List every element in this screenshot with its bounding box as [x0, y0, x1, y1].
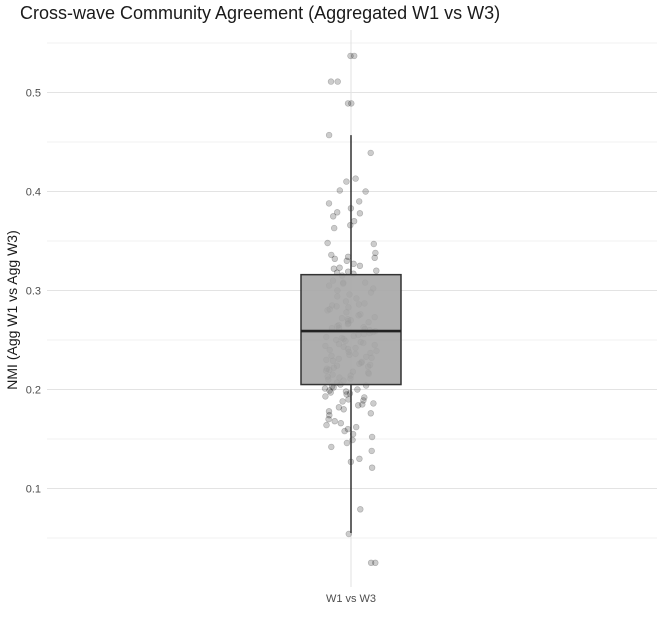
data-point: [330, 213, 337, 220]
y-tick-label: 0.4: [26, 187, 41, 199]
data-point: [325, 416, 332, 423]
y-tick-label: 0.2: [26, 385, 41, 397]
chart-title: Cross-wave Community Agreement (Aggregat…: [20, 3, 501, 23]
data-point: [336, 264, 343, 271]
data-point: [347, 52, 354, 60]
data-point: [335, 404, 343, 411]
data-point: [340, 406, 347, 413]
data-point: [368, 433, 376, 441]
data-point: [368, 447, 375, 455]
data-point: [357, 506, 364, 513]
y-axis-label: NMI (Agg W1 vs Agg W3): [4, 230, 20, 389]
y-axis-ticks: 0.1 0.2 0.3 0.4 0.5: [26, 88, 41, 496]
data-point: [323, 421, 330, 429]
data-point: [330, 265, 338, 272]
y-tick-label: 0.1: [26, 484, 41, 496]
data-point: [370, 400, 377, 407]
data-point: [334, 209, 341, 216]
data-point: [328, 251, 335, 259]
data-point: [360, 397, 367, 404]
data-point: [336, 187, 343, 194]
y-tick-label: 0.3: [26, 286, 41, 298]
data-point: [331, 224, 338, 232]
data-point: [337, 420, 344, 427]
data-point: [343, 439, 351, 447]
x-tick-label: W1 vs W3: [326, 593, 376, 605]
data-point: [331, 255, 338, 262]
data-point: [342, 388, 350, 395]
data-point: [356, 262, 364, 269]
box-element: [300, 135, 402, 534]
data-point: [354, 386, 361, 393]
data-point: [370, 240, 377, 248]
data-point: [367, 410, 374, 417]
data-point: [367, 149, 374, 157]
data-point: [361, 394, 368, 401]
data-point: [367, 559, 375, 566]
data-point: [325, 408, 333, 415]
data-point: [368, 464, 376, 471]
interquartile-box: [300, 273, 402, 386]
data-point: [343, 391, 350, 398]
data-point: [325, 131, 333, 139]
data-point: [373, 267, 380, 274]
data-point: [327, 389, 334, 396]
data-point: [326, 387, 333, 394]
data-point: [351, 52, 358, 60]
data-point: [344, 100, 352, 107]
data-point: [325, 200, 333, 207]
data-point: [331, 418, 338, 425]
y-tick-label: 0.5: [26, 88, 41, 100]
data-point: [353, 423, 360, 431]
data-point: [372, 249, 379, 257]
data-point: [352, 175, 359, 182]
data-point: [341, 427, 348, 435]
data-point: [371, 254, 378, 261]
data-point: [334, 78, 341, 85]
data-point: [356, 198, 363, 205]
data-point: [343, 257, 350, 264]
data-point: [348, 100, 355, 107]
data-point: [359, 401, 366, 408]
data-point: [321, 385, 329, 392]
data-point: [372, 559, 379, 566]
data-point: [326, 412, 333, 419]
data-point: [322, 393, 329, 400]
data-point: [324, 239, 331, 247]
data-point: [355, 402, 362, 409]
data-point: [339, 398, 346, 405]
data-point: [343, 178, 350, 185]
data-point: [362, 188, 369, 195]
data-point: [356, 455, 363, 462]
data-point: [327, 78, 335, 85]
data-point: [356, 210, 364, 217]
data-point: [328, 443, 335, 451]
